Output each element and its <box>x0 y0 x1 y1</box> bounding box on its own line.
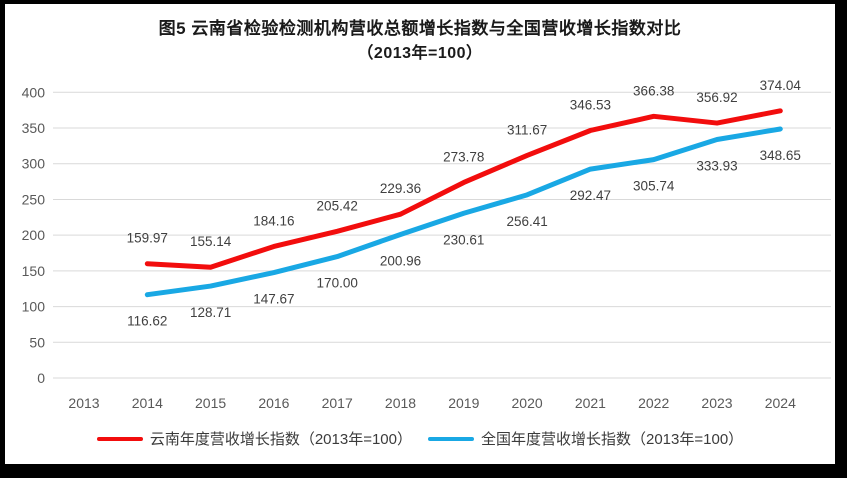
national-line-swatch <box>428 436 474 441</box>
y-tick-label: 100 <box>22 299 46 315</box>
x-tick-label: 2020 <box>512 395 543 411</box>
legend-item-national: 全国年度营收增长指数（2013年=100） <box>428 428 743 449</box>
data-label: 333.93 <box>696 158 737 173</box>
x-tick-label: 2021 <box>575 395 606 411</box>
y-tick-label: 200 <box>22 227 46 243</box>
series-line <box>144 108 783 270</box>
y-tick-label: 350 <box>22 120 46 136</box>
chart-title-line2: （2013年=100） <box>357 44 483 62</box>
series-line <box>144 126 783 298</box>
data-label: 346.53 <box>570 97 611 112</box>
y-tick-label: 150 <box>22 263 46 279</box>
chart-title: 图5 云南省检验检测机构营收总额增长指数与全国营收增长指数对比 （2013年=1… <box>5 16 835 66</box>
x-tick-label: 2014 <box>132 395 163 411</box>
data-label: 184.16 <box>253 213 294 228</box>
y-tick-label: 250 <box>22 191 46 207</box>
x-tick-label: 2024 <box>765 395 796 411</box>
chart-title-line1: 图5 云南省检验检测机构营收总额增长指数与全国营收增长指数对比 <box>158 19 682 38</box>
x-tick-label: 2023 <box>701 395 732 411</box>
x-tick-label: 2019 <box>448 395 479 411</box>
data-label: 366.38 <box>633 83 674 98</box>
x-tick-label: 2018 <box>385 395 416 411</box>
legend-label-yunnan: 云南年度营收增长指数（2013年=100） <box>149 431 412 448</box>
data-label: 116.62 <box>127 314 167 329</box>
plot-area: 0 50 100 150 200 250 300 350 400 2013 2014 2015 2016… <box>22 78 831 411</box>
data-label: 229.36 <box>380 181 421 196</box>
y-tick-label: 50 <box>29 334 45 350</box>
data-label: 170.00 <box>317 276 358 291</box>
y-tick-label: 300 <box>22 156 46 172</box>
data-label: 155.14 <box>190 234 232 249</box>
y-tick-label: 400 <box>22 84 46 100</box>
legend: 云南年度营收增长指数（2013年=100） 全国年度营收增长指数（2013年=1… <box>5 428 835 449</box>
yunnan-line-swatch <box>96 436 143 441</box>
x-tick-label: 2022 <box>638 395 669 411</box>
x-tick-label: 2015 <box>195 395 226 411</box>
data-label: 256.41 <box>506 214 547 229</box>
data-label: 159.97 <box>127 231 168 246</box>
data-label: 230.61 <box>443 232 484 247</box>
chart-canvas: 图5 云南省检验检测机构营收总额增长指数与全国营收增长指数对比 （2013年=1… <box>5 4 835 464</box>
data-label: 147.67 <box>253 292 294 307</box>
data-label: 356.92 <box>696 90 737 105</box>
data-label: 200.96 <box>380 253 421 268</box>
data-label: 128.71 <box>190 305 231 320</box>
data-label: 305.74 <box>633 179 675 194</box>
legend-label-national: 全国年度营收增长指数（2013年=100） <box>481 431 744 448</box>
data-label: 311.67 <box>507 122 547 137</box>
y-tick-label: 0 <box>37 370 45 386</box>
x-tick-label: 2017 <box>322 395 353 411</box>
data-label: 292.47 <box>570 188 611 203</box>
data-label: 348.65 <box>760 148 801 163</box>
legend-item-yunnan: 云南年度营收增长指数（2013年=100） <box>96 428 412 449</box>
data-label: 205.42 <box>317 198 358 213</box>
x-tick-label: 2016 <box>258 395 289 411</box>
data-label: 273.78 <box>443 149 484 164</box>
x-tick-label: 2013 <box>68 395 99 411</box>
data-label: 374.04 <box>760 78 802 93</box>
